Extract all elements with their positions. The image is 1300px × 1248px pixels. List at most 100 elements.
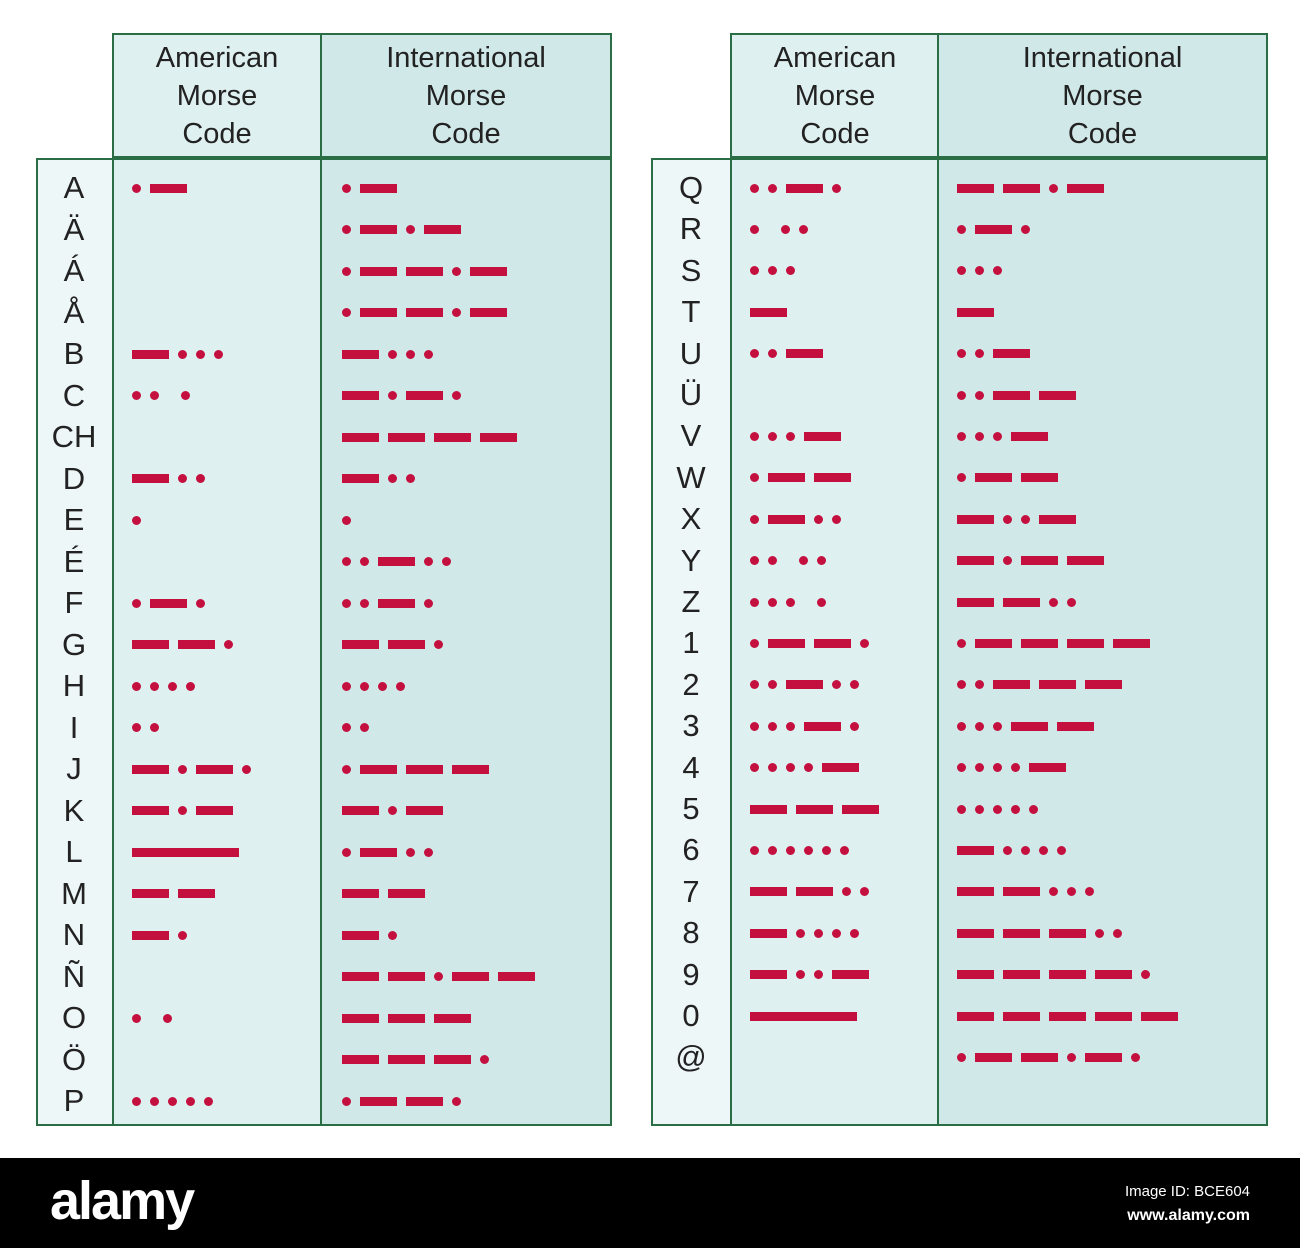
international-code <box>342 215 470 245</box>
morse-dot <box>814 970 823 980</box>
morse-dash <box>957 514 994 524</box>
morse-dot <box>832 514 841 524</box>
row-letter: Ö <box>61 1041 87 1077</box>
row-letter: R <box>679 211 703 247</box>
international-code <box>957 339 1039 369</box>
morse-dot <box>957 680 966 690</box>
morse-dash <box>1067 556 1104 566</box>
international-code <box>342 381 470 411</box>
international-code <box>342 547 460 577</box>
international-code <box>957 546 1113 576</box>
international-code <box>342 962 544 992</box>
american-code <box>132 1086 222 1116</box>
morse-dash <box>750 928 787 938</box>
american-code <box>750 711 868 741</box>
morse-dot <box>957 473 966 483</box>
international-code <box>957 297 1003 327</box>
morse-dash <box>814 473 851 483</box>
morse-dot <box>186 681 195 691</box>
morse-dash <box>1049 970 1086 980</box>
morse-dash <box>342 432 379 442</box>
morse-dash <box>342 1055 379 1064</box>
american-code <box>750 877 878 907</box>
international-code <box>342 173 406 203</box>
morse-dash <box>342 349 379 359</box>
morse-dot <box>1011 804 1020 814</box>
morse-dot <box>796 970 805 980</box>
morse-dot <box>750 680 759 690</box>
international-code <box>957 380 1085 410</box>
american-code <box>132 920 196 950</box>
international-code <box>342 879 434 909</box>
morse-dash <box>498 972 535 981</box>
international-code <box>342 464 424 494</box>
morse-dot <box>957 390 966 400</box>
morse-dash <box>1095 1011 1132 1021</box>
morse-dot <box>342 764 351 774</box>
american-code <box>750 670 868 700</box>
morse-dot <box>442 557 451 566</box>
morse-dot <box>150 681 159 691</box>
morse-dot <box>957 224 966 234</box>
american-code <box>132 381 199 411</box>
morse-dot <box>799 556 808 566</box>
morse-dot <box>178 474 187 483</box>
morse-dash <box>406 764 443 774</box>
morse-dot <box>993 431 1002 441</box>
international-code <box>957 711 1103 741</box>
morse-dash <box>1003 183 1040 193</box>
letter-column-right <box>651 158 732 1126</box>
row-letter: G <box>61 626 87 662</box>
morse-dash <box>342 889 379 898</box>
morse-dash <box>1049 928 1086 938</box>
morse-dot <box>750 845 759 855</box>
morse-dash <box>132 930 169 940</box>
morse-dash <box>975 224 1012 234</box>
morse-dash <box>1095 970 1132 980</box>
international-code <box>342 1086 470 1116</box>
morse-dot <box>786 597 795 607</box>
morse-dot <box>1011 763 1020 773</box>
morse-dot <box>406 474 415 483</box>
morse-dot <box>132 598 141 608</box>
morse-dot <box>204 1096 213 1106</box>
morse-dot <box>957 721 966 731</box>
morse-dot <box>196 349 205 359</box>
american-code <box>750 918 868 948</box>
american-code <box>750 256 804 286</box>
morse-dash <box>178 889 215 898</box>
morse-dash <box>796 887 833 897</box>
header-international-right: International Morse Code <box>937 33 1268 158</box>
alamy-logo: alamy <box>50 1171 195 1231</box>
morse-dot <box>768 349 777 359</box>
row-letter: Z <box>681 584 701 619</box>
row-letter: B <box>63 336 85 371</box>
international-code <box>342 339 442 369</box>
morse-dash <box>388 972 425 981</box>
morse-dash <box>993 390 1030 400</box>
row-letter: M <box>61 875 87 911</box>
morse-dash <box>1003 970 1040 980</box>
footer-bar: alamy Image ID: BCE604 www.alamy.com <box>0 1158 1300 1248</box>
morse-dot <box>132 391 141 400</box>
morse-dot <box>178 930 187 940</box>
row-letter: F <box>64 585 84 620</box>
morse-dash <box>768 638 805 648</box>
morse-dot <box>750 556 759 566</box>
morse-dash <box>993 680 1030 690</box>
morse-dot <box>214 349 223 359</box>
international-code <box>957 918 1131 948</box>
morse-dot <box>360 598 369 608</box>
morse-dash <box>957 928 994 938</box>
morse-dot <box>406 847 415 857</box>
morse-dash <box>342 474 379 483</box>
international-code <box>957 628 1159 658</box>
morse-dot <box>1003 514 1012 524</box>
morse-dot <box>1003 556 1012 566</box>
morse-dot <box>1049 183 1058 193</box>
morse-dot <box>452 266 461 276</box>
morse-dash <box>132 764 169 774</box>
row-letter: Å <box>63 294 85 330</box>
morse-dot <box>1067 597 1076 607</box>
morse-dash <box>196 764 233 774</box>
